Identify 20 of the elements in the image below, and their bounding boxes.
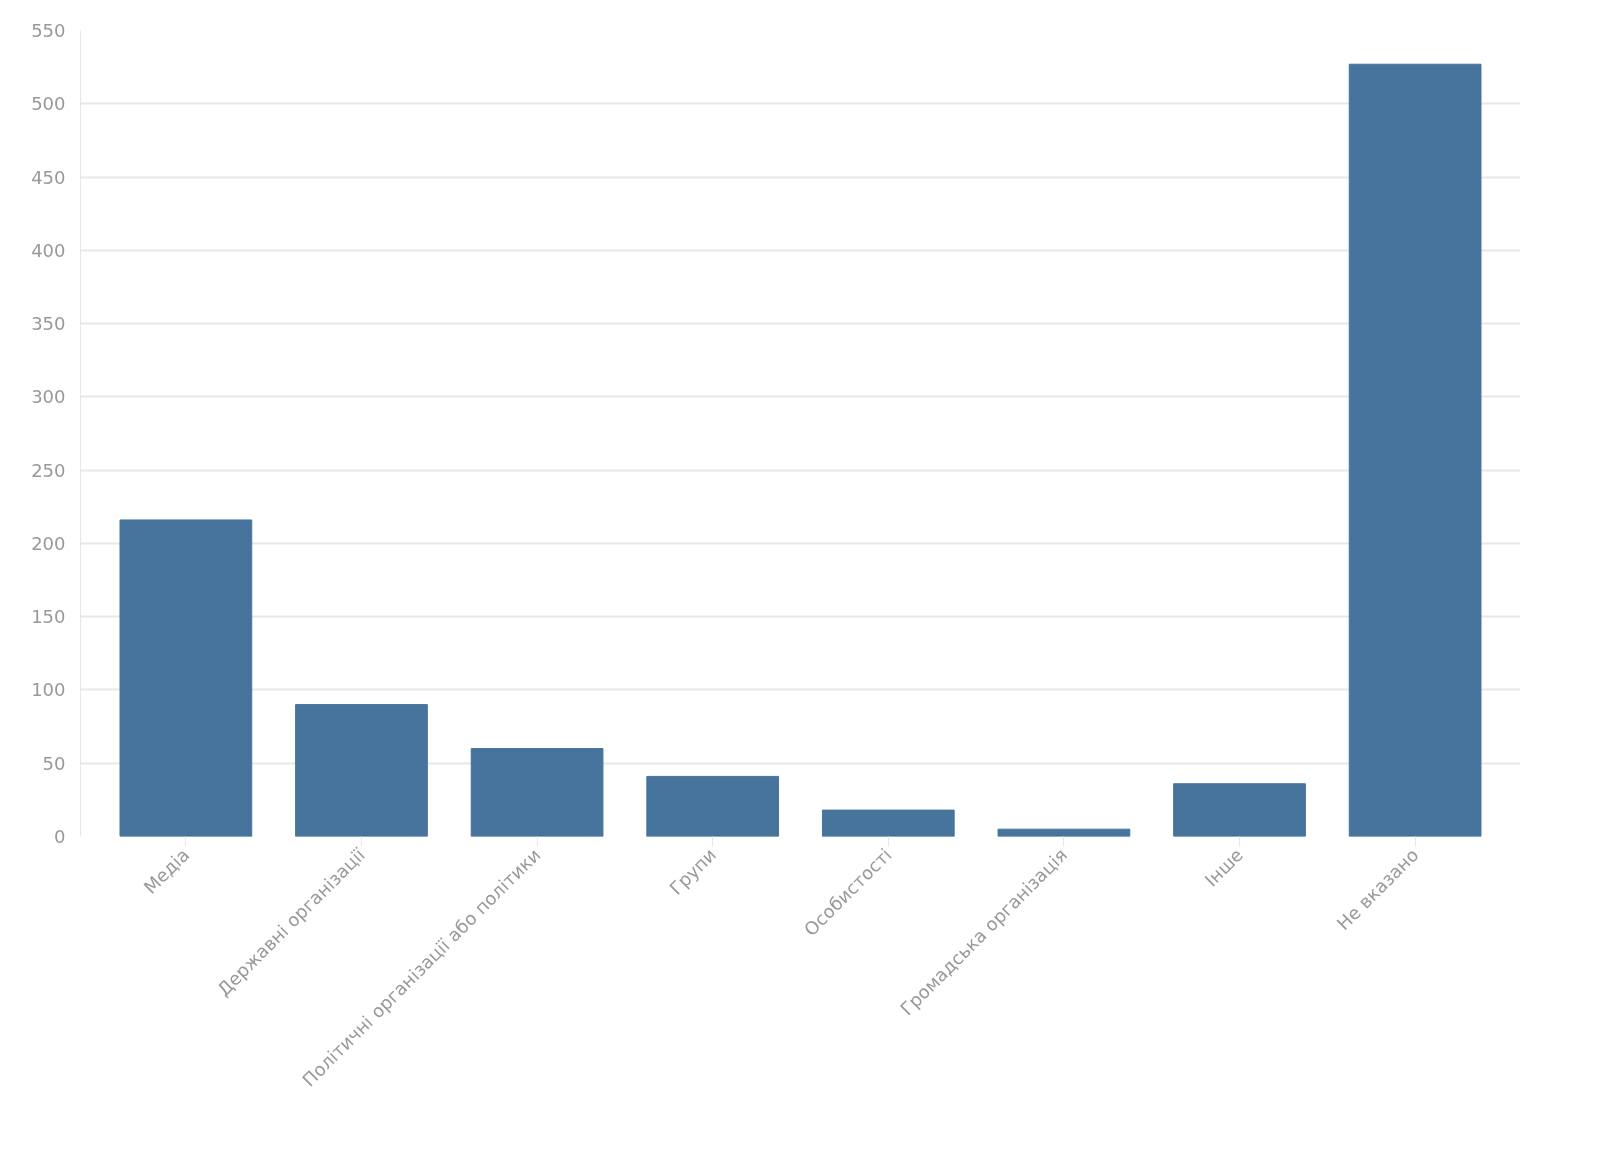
y-tick-label: 200 bbox=[31, 532, 66, 554]
y-tick-label: 550 bbox=[31, 20, 66, 41]
bar bbox=[646, 775, 780, 837]
y-tick-label: 250 bbox=[31, 459, 66, 481]
bar bbox=[1173, 783, 1306, 837]
y-tick-label: 500 bbox=[31, 93, 66, 115]
y-tick-label: 300 bbox=[31, 386, 66, 408]
y-tick-label: 400 bbox=[31, 239, 66, 261]
bar bbox=[119, 519, 253, 837]
y-tick-label: 350 bbox=[31, 313, 66, 335]
bar bbox=[821, 809, 955, 837]
bar bbox=[997, 828, 1131, 837]
y-tick-label: 450 bbox=[31, 166, 66, 188]
y-tick-label: 50 bbox=[42, 752, 66, 774]
bar bbox=[470, 748, 604, 837]
y-tick-label: 0 bbox=[54, 826, 66, 847]
bar bbox=[1348, 63, 1482, 837]
bar bbox=[295, 704, 428, 837]
y-tick-label: 150 bbox=[31, 606, 66, 628]
y-tick-label: 100 bbox=[31, 679, 66, 701]
